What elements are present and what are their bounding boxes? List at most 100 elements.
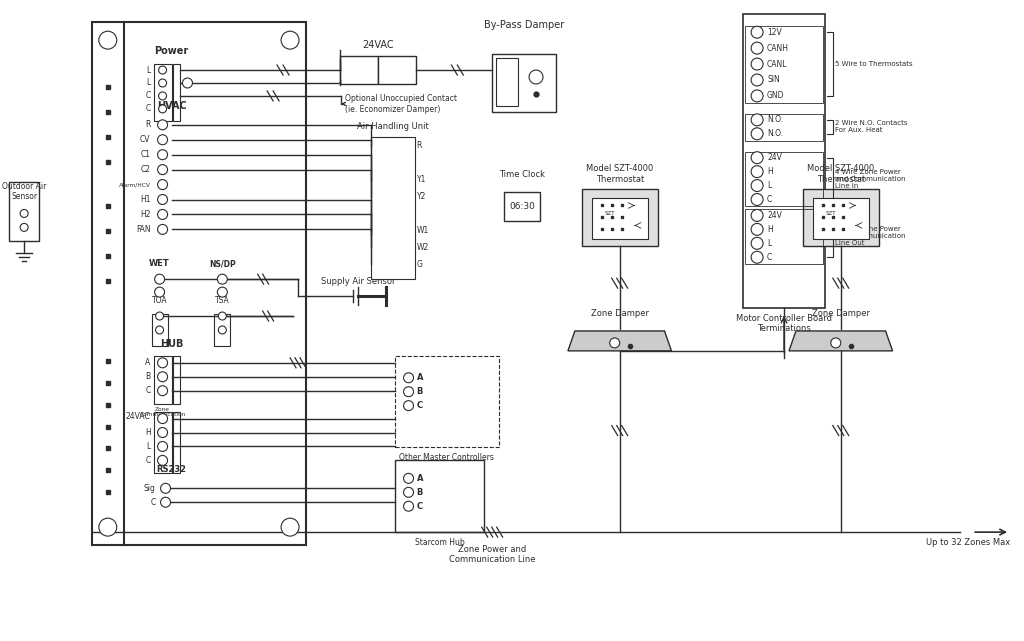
Circle shape xyxy=(155,274,165,284)
Bar xyxy=(592,197,647,239)
Bar xyxy=(154,412,172,473)
Text: 4 Wire Zone Power
and Communication
Line In: 4 Wire Zone Power and Communication Line… xyxy=(835,169,905,188)
Text: C1: C1 xyxy=(140,150,151,159)
Bar xyxy=(378,56,416,84)
Circle shape xyxy=(158,135,168,145)
Text: Motor Controller Board
Terminations: Motor Controller Board Terminations xyxy=(736,314,831,333)
Circle shape xyxy=(752,42,763,54)
Bar xyxy=(813,197,868,239)
Text: H1: H1 xyxy=(140,195,151,204)
Bar xyxy=(172,356,180,404)
Circle shape xyxy=(158,179,168,190)
Circle shape xyxy=(158,194,168,204)
Text: 12V: 12V xyxy=(767,28,781,37)
Text: B: B xyxy=(145,372,151,381)
Text: L: L xyxy=(146,65,151,74)
Text: GND: GND xyxy=(767,92,784,101)
Circle shape xyxy=(752,26,763,38)
Circle shape xyxy=(20,210,28,217)
Circle shape xyxy=(752,194,763,206)
Text: A: A xyxy=(417,474,423,483)
Circle shape xyxy=(158,120,168,129)
Text: Model SZT-4000
Thermostat: Model SZT-4000 Thermostat xyxy=(586,164,653,183)
Text: Starcom Hub: Starcom Hub xyxy=(415,538,464,547)
Bar xyxy=(92,22,306,545)
Bar xyxy=(172,63,180,121)
Text: CANH: CANH xyxy=(767,44,790,53)
Text: Zone Power and
Communication Line: Zone Power and Communication Line xyxy=(449,545,536,565)
Text: Time Clock: Time Clock xyxy=(499,170,545,179)
Text: 24VAC: 24VAC xyxy=(126,412,151,421)
Circle shape xyxy=(182,78,193,88)
Text: Sig: Sig xyxy=(143,484,156,493)
Circle shape xyxy=(158,165,168,174)
Circle shape xyxy=(281,518,299,536)
Text: C: C xyxy=(145,456,151,465)
Text: CV: CV xyxy=(140,135,151,144)
Text: Air Handling Unit: Air Handling Unit xyxy=(356,122,428,131)
Circle shape xyxy=(752,224,763,235)
Bar xyxy=(504,192,540,221)
Circle shape xyxy=(158,413,168,424)
Circle shape xyxy=(156,326,164,334)
Bar xyxy=(172,412,180,473)
Circle shape xyxy=(158,150,168,160)
Circle shape xyxy=(158,372,168,382)
Bar xyxy=(154,63,172,121)
Text: Alarm/HCV: Alarm/HCV xyxy=(119,182,151,187)
Circle shape xyxy=(752,251,763,263)
Text: W2: W2 xyxy=(417,243,429,252)
Polygon shape xyxy=(788,331,893,351)
Text: Y2: Y2 xyxy=(417,192,426,201)
Bar xyxy=(493,54,556,112)
Bar xyxy=(154,356,172,404)
Circle shape xyxy=(752,152,763,163)
Text: H: H xyxy=(767,225,773,234)
Circle shape xyxy=(403,387,414,397)
Text: HVAC: HVAC xyxy=(157,101,186,111)
Circle shape xyxy=(159,105,167,113)
Circle shape xyxy=(161,497,171,507)
Bar xyxy=(745,152,823,206)
Text: C: C xyxy=(151,498,156,507)
Text: TOA: TOA xyxy=(152,296,167,305)
Text: H2: H2 xyxy=(140,210,151,219)
Text: L: L xyxy=(146,442,151,451)
Circle shape xyxy=(752,128,763,140)
Text: TSA: TSA xyxy=(215,296,229,305)
Circle shape xyxy=(609,338,620,348)
Circle shape xyxy=(99,518,117,536)
Text: 24VAC: 24VAC xyxy=(361,40,393,50)
Text: H: H xyxy=(767,167,773,176)
Circle shape xyxy=(752,210,763,221)
Bar xyxy=(582,188,657,246)
Circle shape xyxy=(281,31,299,49)
Circle shape xyxy=(403,501,414,512)
Text: C: C xyxy=(145,92,151,101)
Text: C: C xyxy=(145,104,151,113)
Text: SZT: SZT xyxy=(604,211,615,216)
Circle shape xyxy=(158,224,168,235)
Circle shape xyxy=(752,165,763,178)
Text: B: B xyxy=(417,488,423,497)
Circle shape xyxy=(830,338,841,348)
Bar xyxy=(745,210,823,264)
Circle shape xyxy=(752,74,763,86)
Text: Power: Power xyxy=(155,46,188,56)
Bar xyxy=(371,137,415,279)
Text: SIN: SIN xyxy=(767,76,780,85)
Circle shape xyxy=(752,114,763,126)
Text: SZT: SZT xyxy=(825,211,836,216)
Text: G: G xyxy=(417,260,422,269)
Circle shape xyxy=(20,224,28,231)
Text: Up to 32 Zones Max: Up to 32 Zones Max xyxy=(926,538,1010,547)
Text: 24V: 24V xyxy=(767,211,782,220)
Text: Zone Damper: Zone Damper xyxy=(591,309,648,318)
Bar xyxy=(743,14,824,308)
Circle shape xyxy=(158,428,168,438)
Bar xyxy=(497,58,518,106)
Circle shape xyxy=(159,66,167,74)
Text: C: C xyxy=(767,253,772,262)
Text: Other Master Controllers: Other Master Controllers xyxy=(399,453,495,462)
Text: L: L xyxy=(146,78,151,87)
